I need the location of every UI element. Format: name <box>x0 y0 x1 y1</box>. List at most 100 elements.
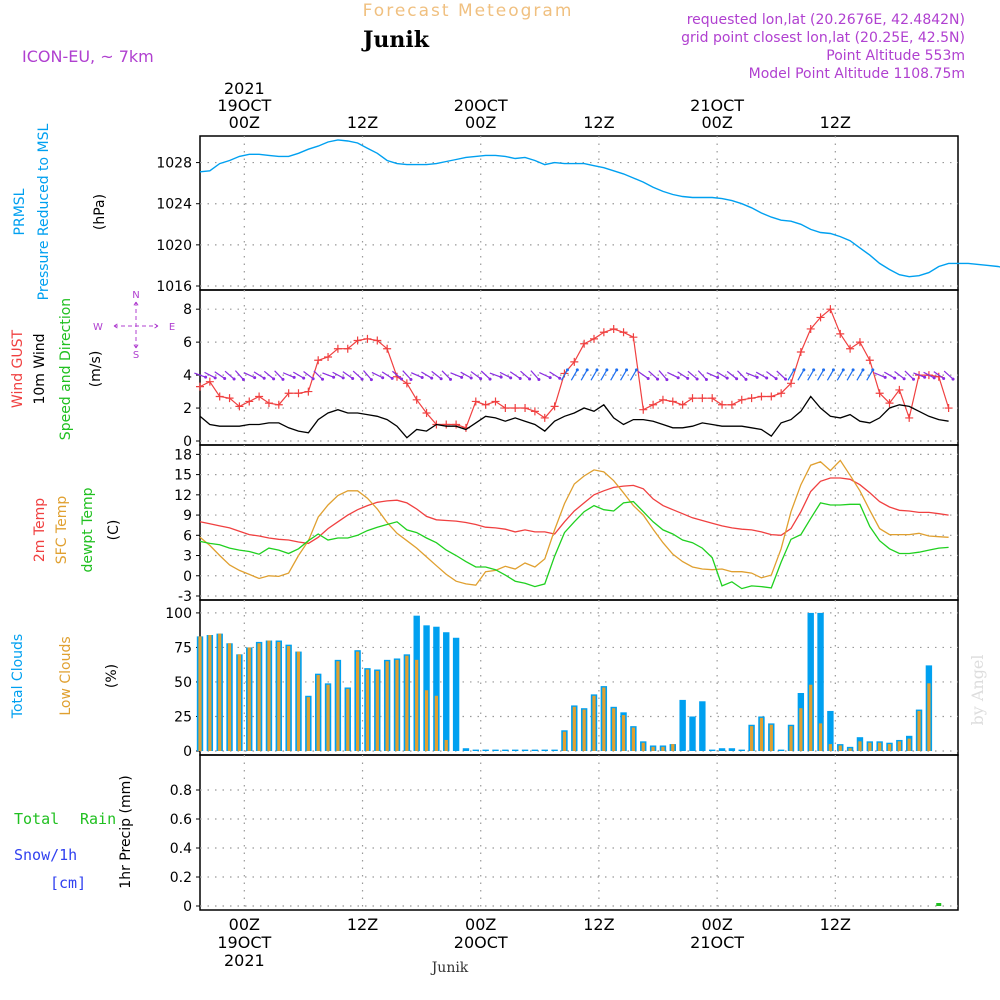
temp-ytick-label: 6 <box>183 528 192 544</box>
wind-arrow-head <box>430 376 434 380</box>
wind-ytick-label: 4 <box>183 368 192 384</box>
wind-ytick-label: 8 <box>183 302 192 318</box>
wind-arrow <box>856 369 864 381</box>
wind-arrow <box>293 371 304 379</box>
temp-2m-line <box>199 477 949 545</box>
wind-gust-marker <box>412 395 421 404</box>
wind-arrow <box>667 371 679 379</box>
wind-arrow-head <box>744 377 748 381</box>
wind-panel-labels: Wind GUST 10m Wind Speed and Direction (… <box>10 290 175 440</box>
low-cloud-bar <box>356 651 360 751</box>
wind-gust-marker <box>895 385 904 394</box>
wind-arrow-head <box>735 377 739 381</box>
wind-arrow <box>836 369 844 381</box>
low-cloud-bar <box>789 726 793 751</box>
low-cloud-bar <box>621 715 626 751</box>
wind-arrow <box>894 371 905 380</box>
wind-arrow <box>706 372 718 379</box>
wind-arrow <box>580 369 588 381</box>
total-cloud-bar <box>492 749 499 751</box>
wind-arrow-head <box>420 376 424 380</box>
wind-gust-marker <box>865 356 874 365</box>
wind-ytick-label: 2 <box>183 401 192 417</box>
wind-gust-marker <box>737 395 746 404</box>
wind-arrow-head <box>360 377 364 381</box>
wind-ytick-label: 0 <box>183 434 192 450</box>
wind-gust-marker <box>540 413 549 422</box>
wind-arrow-head <box>784 377 788 381</box>
total-cloud-bar <box>443 632 450 751</box>
wind-arrow-head <box>605 368 609 372</box>
wind-arrow <box>933 371 945 380</box>
low-cloud-bar <box>818 723 823 751</box>
wind-arrow <box>381 371 393 379</box>
wind-arrow-head <box>369 378 373 382</box>
compass-s: S <box>133 350 139 361</box>
low-cloud-bar <box>326 684 330 751</box>
wind-arrow <box>214 371 226 379</box>
total-cloud-bar <box>777 749 785 751</box>
wind-arrow <box>480 370 491 380</box>
total-cloud-bar <box>817 612 824 751</box>
low-cloud-bar <box>838 745 842 751</box>
wind-arrow <box>873 372 886 378</box>
wind-arrow-head <box>499 375 503 379</box>
low-cloud-bar <box>878 742 882 751</box>
wind-arrow <box>421 371 433 379</box>
rain-bar <box>936 903 942 906</box>
wind-arrow-head <box>321 377 325 381</box>
wind-gust-marker <box>757 392 766 401</box>
requested-coords: requested lon,lat (20.2676E, 42.4842N) <box>687 12 965 28</box>
pressure-msl-label: Pressure Reduced to MSL <box>36 123 52 300</box>
bottom-time-label: 00Z <box>229 915 260 934</box>
footer-location: Junik <box>430 960 469 976</box>
compass-cross <box>113 301 159 349</box>
precip-ytick-label: 0 <box>183 899 192 915</box>
wind-unit-label: (m/s) <box>88 351 104 388</box>
total-cloud-bar <box>807 612 814 751</box>
wind-arrow <box>342 371 354 380</box>
total-cloud-bar <box>728 748 736 751</box>
wind-arrow-head <box>479 377 483 381</box>
bottom-time-label: 12Z <box>347 915 378 934</box>
pressure-ytick-label: 1016 <box>156 279 192 295</box>
wind-gust-marker <box>521 404 530 413</box>
low-cloud-bar <box>592 695 596 751</box>
total-cloud-bar <box>433 626 440 751</box>
total-rain-label: Total <box>14 810 59 828</box>
wind-arrow-head <box>665 378 669 382</box>
wind-gust-marker <box>235 402 244 411</box>
top-time-label: 2021 <box>224 79 265 98</box>
clouds-ytick-label: 0 <box>183 744 192 760</box>
low-cloud-bar <box>828 744 832 751</box>
temp-2m-label: 2m Temp <box>32 498 48 562</box>
low-cloud-bar <box>651 746 655 751</box>
wind-arrow-head <box>400 377 404 381</box>
wind-arrow-head <box>765 376 769 380</box>
wind-gust-marker <box>767 392 776 401</box>
wind-arrow <box>530 370 540 380</box>
total-cloud-bar <box>738 749 745 751</box>
low-cloud-bar <box>671 744 675 751</box>
compass-w: W <box>93 322 103 333</box>
wind-arrow <box>560 369 568 381</box>
wind-gust-marker <box>373 336 382 345</box>
wind-arrow <box>923 371 935 379</box>
panel-temp: -3 0 3 6 9 12 15 18 <box>174 444 959 605</box>
low-cloud-bar <box>237 654 241 751</box>
wind-arrow-head <box>951 377 955 381</box>
low-cloud-bar <box>316 675 320 751</box>
wind-arrow <box>313 370 323 380</box>
wind-arrow <box>600 369 608 381</box>
wind-gust-marker <box>383 344 392 353</box>
total-cloud-bar <box>423 625 430 751</box>
panels-layer: 101610201024102802468-303691215180255075… <box>156 135 1000 915</box>
low-cloud-bar <box>306 697 310 751</box>
wind-arrow <box>352 370 363 380</box>
temp-ytick-label: -3 <box>178 589 192 605</box>
low-cloud-bar <box>799 708 803 751</box>
wind-arrow <box>489 372 502 378</box>
wind-gust-marker <box>314 356 323 365</box>
wind-arrow <box>253 371 265 379</box>
wind-10m-label: 10m Wind <box>32 333 48 404</box>
